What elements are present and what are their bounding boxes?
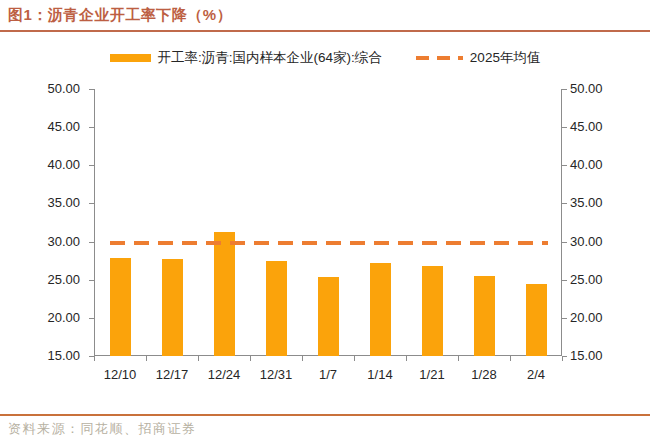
- x-axis-label: 2/4: [510, 367, 562, 382]
- y-axis-tick-left: [89, 165, 94, 166]
- y-axis-tick-left: [89, 280, 94, 281]
- y-axis-label-left: 30.00: [22, 233, 80, 251]
- bar: [214, 232, 235, 356]
- y-axis-label-left: 35.00: [22, 194, 80, 212]
- x-axis-label: 1/28: [458, 367, 510, 382]
- y-axis-label-right: 40.00: [570, 156, 628, 174]
- y-axis-label-left: 40.00: [22, 156, 80, 174]
- bar: [318, 277, 339, 356]
- x-axis-tick: [302, 356, 303, 361]
- x-axis-label: 1/21: [406, 367, 458, 382]
- x-axis-tick: [146, 356, 147, 361]
- x-axis-tick: [198, 356, 199, 361]
- y-axis-tick-left: [89, 127, 94, 128]
- y-axis-label-left: 45.00: [22, 118, 80, 136]
- bar: [266, 261, 287, 356]
- y-axis-tick-right: [562, 203, 567, 204]
- y-axis-label-right: 45.00: [570, 118, 628, 136]
- chart-area: 15.00 15.00 20.00 20.00 25.00 25.00 30.00 30.00…: [0, 0, 650, 446]
- x-axis-label: 12/31: [250, 367, 302, 382]
- y-axis-tick-left: [89, 89, 94, 90]
- y-axis-tick-right: [562, 242, 567, 243]
- bar: [162, 259, 183, 356]
- y-axis-tick-right: [562, 318, 567, 319]
- x-axis-tick: [94, 356, 95, 361]
- x-axis-label: 12/10: [94, 367, 146, 382]
- x-axis-tick: [406, 356, 407, 361]
- y-axis-label-right: 35.00: [570, 194, 628, 212]
- y-axis-tick-right: [562, 89, 567, 90]
- y-axis-label-right: 50.00: [570, 80, 628, 98]
- y-axis-tick-left: [89, 203, 94, 204]
- x-axis-label: 1/7: [302, 367, 354, 382]
- y-axis-label-left: 15.00: [22, 347, 80, 365]
- x-axis-tick: [458, 356, 459, 361]
- y-axis-label-right: 30.00: [570, 233, 628, 251]
- y-axis-label-right: 20.00: [570, 309, 628, 327]
- bar: [110, 258, 131, 356]
- y-axis-tick-right: [562, 280, 567, 281]
- y-axis-label-left: 20.00: [22, 309, 80, 327]
- x-axis-tick: [510, 356, 511, 361]
- source-divider: [0, 414, 650, 416]
- y-axis-tick-right: [562, 127, 567, 128]
- y-axis-tick-left: [89, 242, 94, 243]
- y-axis-tick-left: [89, 318, 94, 319]
- x-axis-label: 12/17: [146, 367, 198, 382]
- y-axis-label-right: 25.00: [570, 271, 628, 289]
- x-axis-tick: [562, 356, 563, 361]
- x-axis-label: 1/14: [354, 367, 406, 382]
- x-axis-label: 12/24: [198, 367, 250, 382]
- y-axis-label-left: 25.00: [22, 271, 80, 289]
- bar: [370, 263, 391, 356]
- y-axis-label-left: 50.00: [22, 80, 80, 98]
- bar: [526, 284, 547, 356]
- bar: [422, 266, 443, 356]
- y-axis-label-right: 15.00: [570, 347, 628, 365]
- x-axis-tick: [354, 356, 355, 361]
- bar: [474, 276, 495, 356]
- source-note: 资料来源：同花顺、招商证券: [8, 420, 197, 438]
- reference-line: [110, 241, 548, 245]
- chart-figure: 图1：沥青企业开工率下降（%） 开工率:沥青:国内样本企业(64家):综合 20…: [0, 0, 650, 446]
- x-axis-tick: [250, 356, 251, 361]
- y-axis-tick-right: [562, 165, 567, 166]
